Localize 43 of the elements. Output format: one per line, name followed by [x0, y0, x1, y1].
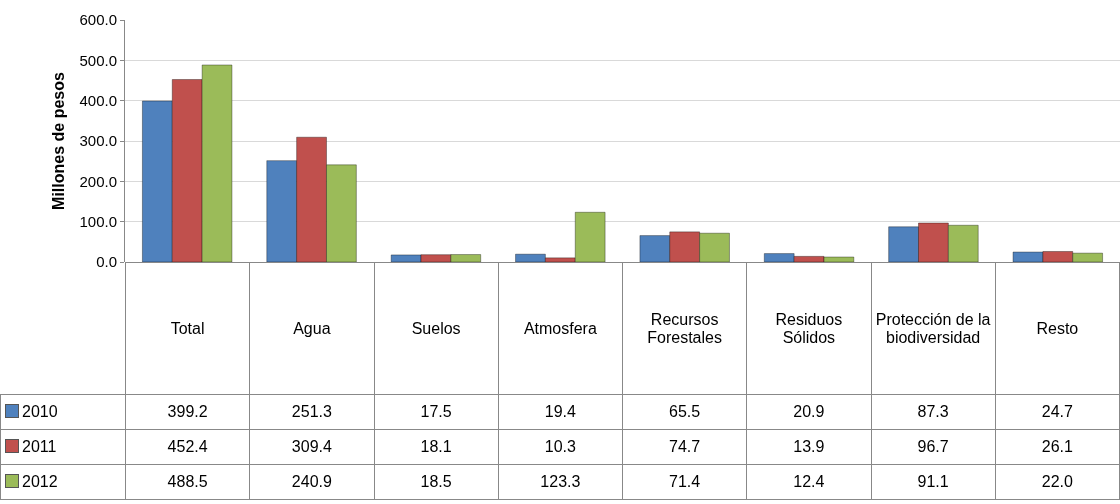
- data-label: 87.3: [871, 394, 996, 430]
- y-tick-label: 400.0: [79, 91, 117, 109]
- y-tick-label: 600.0: [79, 11, 117, 29]
- y-tick-label: 200.0: [79, 172, 117, 190]
- data-label: 20.9: [746, 394, 871, 430]
- legend-label: 2011: [0, 429, 126, 465]
- data-label: 309.4: [249, 429, 374, 465]
- data-label: 26.1: [995, 429, 1120, 465]
- x-tick-label: Protección de la biodiversidad: [871, 262, 996, 395]
- data-label: 452.4: [125, 429, 250, 465]
- data-label: 10.3: [498, 429, 623, 465]
- data-label: 22.0: [995, 464, 1120, 500]
- data-label: 24.7: [995, 394, 1120, 430]
- x-tick-label: Residuos Sólidos: [746, 262, 871, 395]
- data-label: 240.9: [249, 464, 374, 500]
- y-axis-title: Millones de pesos: [50, 71, 68, 210]
- y-tick-label: 100.0: [79, 212, 117, 230]
- data-label: 19.4: [498, 394, 623, 430]
- data-label: 399.2: [125, 394, 250, 430]
- data-label: 74.7: [622, 429, 747, 465]
- x-tick-label: Suelos: [374, 262, 499, 395]
- x-tick-label: Resto: [995, 262, 1120, 395]
- y-tick-label: 0.0: [96, 253, 117, 271]
- data-label: 71.4: [622, 464, 747, 500]
- data-label: 123.3: [498, 464, 623, 500]
- data-label: 18.1: [374, 429, 499, 465]
- legend-label: 2012: [0, 464, 126, 500]
- y-tick-label: 500.0: [79, 51, 117, 69]
- data-label: 96.7: [871, 429, 996, 465]
- data-label: 91.1: [871, 464, 996, 500]
- x-tick-label: Total: [125, 262, 250, 395]
- legend-label: 2010: [0, 394, 126, 430]
- data-label: 13.9: [746, 429, 871, 465]
- data-label: 251.3: [249, 394, 374, 430]
- data-label: 65.5: [622, 394, 747, 430]
- y-tick-label: 300.0: [79, 132, 117, 150]
- x-tick-label: Agua: [249, 262, 374, 395]
- data-label: 18.5: [374, 464, 499, 500]
- data-label: 488.5: [125, 464, 250, 500]
- data-label: 12.4: [746, 464, 871, 500]
- x-tick-label: Atmosfera: [498, 262, 623, 395]
- data-label: 17.5: [374, 394, 499, 430]
- x-tick-label: Recursos Forestales: [622, 262, 747, 395]
